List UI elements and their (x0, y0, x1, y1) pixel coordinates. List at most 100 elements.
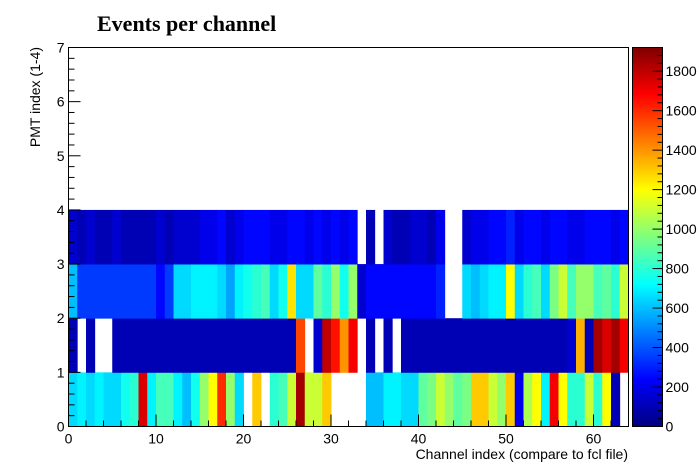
heatmap-cell (147, 264, 157, 319)
heatmap-cell (94, 209, 104, 265)
heatmap-cell (68, 372, 78, 427)
heatmap-cell (199, 209, 209, 265)
heatmap-cell (462, 318, 472, 373)
heatmap-cell (252, 264, 262, 319)
heatmap-cell (339, 318, 349, 373)
heatmap-cell (497, 372, 507, 427)
x-axis: 0 10 20 30 40 50 60 (65, 414, 629, 447)
heatmap-cell (339, 209, 349, 265)
y-tick-label: 5 (57, 148, 65, 164)
heatmap-cell (164, 209, 174, 265)
heatmap-cells (68, 209, 629, 427)
heatmap-cell (243, 264, 253, 319)
heatmap-cell (593, 318, 603, 373)
heatmap-cell (313, 264, 323, 319)
heatmap-cell (77, 209, 87, 265)
heatmap-cell (191, 209, 201, 265)
heatmap-cell (602, 372, 612, 427)
heatmap-cell (523, 372, 533, 427)
heatmap-cell (409, 209, 419, 265)
heatmap-cell (68, 209, 78, 265)
heatmap-cell (68, 264, 78, 319)
colorbar-tick-label: 1800 (666, 63, 697, 79)
heatmap-cell (269, 209, 279, 265)
heatmap-cell (436, 264, 446, 319)
heatmap-cell (208, 318, 218, 373)
heatmap-cell (567, 372, 577, 427)
y-tick-label: 6 (57, 94, 65, 110)
heatmap-cell (269, 318, 279, 373)
heatmap-cell (479, 209, 489, 265)
heatmap-cell (296, 209, 306, 265)
heatmap-cell (567, 318, 577, 373)
heatmap-cell (77, 264, 87, 319)
heatmap-cell (567, 209, 577, 265)
heatmap-cell (138, 264, 148, 319)
heatmap-cell (549, 372, 559, 427)
heatmap-cell (217, 318, 227, 373)
heatmap-cell (558, 264, 568, 319)
heatmap-cell (322, 209, 332, 265)
heatmap-cell (173, 209, 183, 265)
heatmap-cell (103, 264, 113, 319)
heatmap-cell (156, 372, 166, 427)
heatmap-cell (199, 372, 209, 427)
heatmap-cell (514, 209, 524, 265)
heatmap-cell (479, 318, 489, 373)
heatmap-cell (86, 372, 96, 427)
heatmap-cell (191, 318, 201, 373)
heatmap-cell (549, 209, 559, 265)
heatmap-cell (479, 372, 489, 427)
heatmap-cell (121, 209, 131, 265)
heatmap-cell (322, 264, 332, 319)
heatmap-cell (208, 372, 218, 427)
heatmap-cell (357, 264, 367, 319)
y-tick-label: 1 (57, 364, 65, 380)
heatmap-cell (444, 318, 454, 373)
heatmap-cell (593, 372, 603, 427)
heatmap-cell (147, 209, 157, 265)
heatmap-cell (611, 209, 621, 265)
heatmap-cell (112, 372, 122, 427)
heatmap-cell (576, 264, 586, 319)
heatmap-cell (497, 264, 507, 319)
heatmap-cell (584, 264, 594, 319)
heatmap-cell (401, 264, 411, 319)
x-tick-label: 20 (236, 431, 252, 447)
heatmap-cell (217, 264, 227, 319)
x-tick-label: 0 (65, 431, 73, 447)
heatmap-cell (471, 318, 481, 373)
x-tick-label: 40 (411, 431, 427, 447)
heatmap-cell (77, 372, 87, 427)
heatmap-cell (217, 372, 227, 427)
heatmap-cell (296, 318, 306, 373)
heatmap-cell (252, 318, 262, 373)
heatmap-cell (514, 318, 524, 373)
heatmap-cell (558, 318, 568, 373)
heatmap-cell (331, 318, 341, 373)
heatmap-cell (383, 209, 393, 265)
y-axis: 0 1 2 3 4 5 6 7 (57, 40, 81, 435)
heatmap-cell (497, 318, 507, 373)
x-tick-label: 50 (498, 431, 514, 447)
colorbar-tick-label: 200 (666, 379, 690, 395)
heatmap-cell (453, 318, 463, 373)
heatmap-cell (576, 209, 586, 265)
heatmap-cell (506, 372, 516, 427)
colorbar-tick-label: 1000 (666, 221, 697, 237)
heatmap-cell (94, 372, 104, 427)
heatmap-cell (471, 209, 481, 265)
heatmap-cell (304, 372, 314, 427)
heatmap-cell (208, 264, 218, 319)
heatmap-cell (278, 264, 288, 319)
y-tick-label: 7 (57, 40, 65, 56)
heatmap-cell (147, 372, 157, 427)
heatmap-cell (514, 264, 524, 319)
y-tick-label: 0 (57, 419, 65, 435)
y-tick-label: 4 (57, 202, 65, 218)
heatmap-cell (173, 372, 183, 427)
heatmap-cell (261, 209, 271, 265)
heatmap-cell (243, 318, 253, 373)
heatmap-cell (331, 264, 341, 319)
heatmap-cell (191, 372, 201, 427)
